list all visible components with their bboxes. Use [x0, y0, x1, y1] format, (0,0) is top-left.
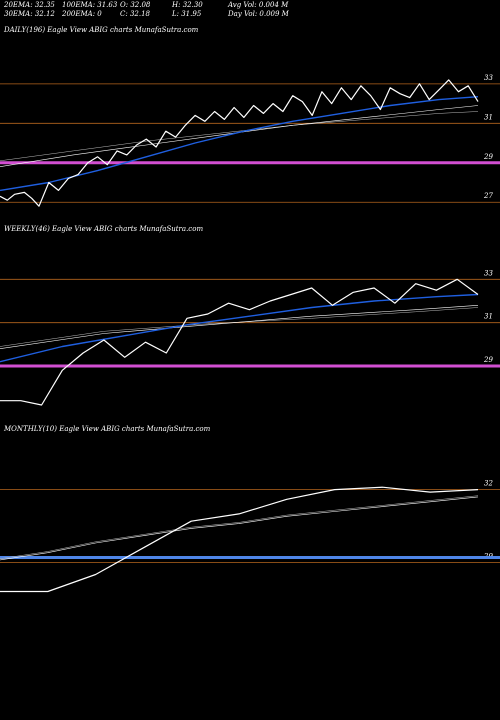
daily-ema-slow-line	[0, 105, 479, 167]
weekly-ema-slow-line	[0, 305, 479, 349]
daily-tick-label-29: 29	[483, 153, 493, 161]
header-100ema: 100EMA: 31.63	[62, 1, 118, 9]
header-avg-vol: Avg Vol: 0.004 M	[228, 1, 289, 9]
daily-tick-label-27: 27	[483, 192, 493, 200]
weekly-tick-label-29: 29	[483, 356, 493, 364]
weekly-tick-label-33: 33	[484, 269, 493, 277]
weekly-price-line	[0, 278, 479, 406]
monthly-price-line	[0, 486, 479, 593]
weekly-ema-fast-line	[0, 293, 479, 363]
header-high: H: 32.30	[172, 1, 203, 9]
monthly-ema-slow-line	[0, 496, 479, 561]
monthly-panel-title: MONTHLY(10) Eagle View ABIG charts Munaf…	[4, 425, 211, 433]
header-low: L: 31.95	[172, 10, 202, 18]
daily-ema-slow2-line	[0, 111, 479, 162]
daily-tick-label-33: 33	[484, 74, 493, 82]
header-20ema: 20EMA: 32.35	[4, 1, 55, 9]
daily-tick-label-31: 31	[484, 113, 493, 121]
header-close: C: 32.18	[120, 10, 150, 18]
monthly-ema-slow2-line	[0, 495, 479, 559]
header-200ema: 200EMA: 0	[62, 10, 102, 18]
daily-price-line	[0, 79, 479, 207]
monthly-tick-label-32: 32	[484, 480, 493, 488]
header-30ema: 30EMA: 32.12	[4, 10, 55, 18]
weekly-ema-slow2-line	[0, 307, 479, 347]
weekly-tick-label-31: 31	[484, 313, 493, 321]
daily-ema-fast-line	[0, 96, 479, 192]
header-open: O: 32.08	[120, 1, 151, 9]
daily-panel-title: DAILY(196) Eagle View ABIG charts Munafa…	[4, 26, 199, 34]
header-day-vol: Day Vol: 0.009 M	[228, 10, 289, 18]
weekly-panel-title: WEEKLY(46) Eagle View ABIG charts Munafa…	[4, 225, 204, 233]
